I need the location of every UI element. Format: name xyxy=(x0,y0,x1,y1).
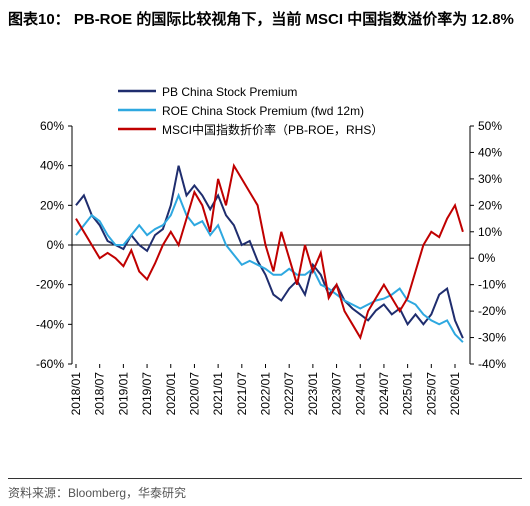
x-tick-label: 2021/07 xyxy=(235,372,249,416)
y-tick-label: -20% xyxy=(36,278,64,292)
series-line xyxy=(75,192,464,343)
x-tick-label: 2019/07 xyxy=(140,372,154,416)
x-tick-label: 2018/01 xyxy=(69,372,83,416)
x-tick-label: 2025/01 xyxy=(401,372,415,416)
series-line xyxy=(75,162,464,341)
y-tick-label: -40% xyxy=(36,317,64,331)
x-tick-label: 2023/01 xyxy=(306,372,320,416)
y-tick-label: 20% xyxy=(40,198,64,212)
legend-label: MSCI中国指数折价率（PB-ROE，RHS） xyxy=(162,122,383,137)
y2-tick-label: -20% xyxy=(478,304,506,318)
legend-label: PB China Stock Premium xyxy=(162,85,297,99)
y-tick-label: 60% xyxy=(40,119,64,133)
x-tick-label: 2024/07 xyxy=(377,372,391,416)
x-tick-label: 2022/01 xyxy=(259,372,273,416)
x-tick-label: 2025/07 xyxy=(424,372,438,416)
x-tick-label: 2019/01 xyxy=(116,372,130,416)
chart-title: 图表10： PB-ROE 的国际比较视角下，当前 MSCI 中国指数溢价率为 1… xyxy=(8,11,514,28)
x-tick-label: 2021/01 xyxy=(211,372,225,416)
y2-tick-label: 40% xyxy=(478,145,502,159)
y2-tick-label: -40% xyxy=(478,357,506,371)
x-tick-label: 2020/01 xyxy=(164,372,178,416)
y2-tick-label: -10% xyxy=(478,278,506,292)
y2-tick-label: -30% xyxy=(478,331,506,345)
x-tick-label: 2018/07 xyxy=(93,372,107,416)
y-tick-label: 0% xyxy=(47,238,65,252)
series-line xyxy=(75,165,464,339)
x-tick-label: 2023/07 xyxy=(330,372,344,416)
y-tick-label: -60% xyxy=(36,357,64,371)
source-note: 资料来源：Bloomberg，华泰研究 xyxy=(8,486,187,500)
legend-label: ROE China Stock Premium (fwd 12m) xyxy=(162,104,364,118)
x-tick-label: 2020/07 xyxy=(187,372,201,416)
y2-tick-label: 50% xyxy=(478,119,502,133)
divider xyxy=(8,478,522,479)
x-tick-label: 2024/01 xyxy=(353,372,367,416)
x-tick-label: 2022/07 xyxy=(282,372,296,416)
y2-tick-label: 20% xyxy=(478,198,502,212)
y2-tick-label: 30% xyxy=(478,172,502,186)
y2-tick-label: 10% xyxy=(478,225,502,239)
y2-tick-label: 0% xyxy=(478,251,496,265)
x-tick-label: 2026/01 xyxy=(448,372,462,416)
y-tick-label: 40% xyxy=(40,159,64,173)
